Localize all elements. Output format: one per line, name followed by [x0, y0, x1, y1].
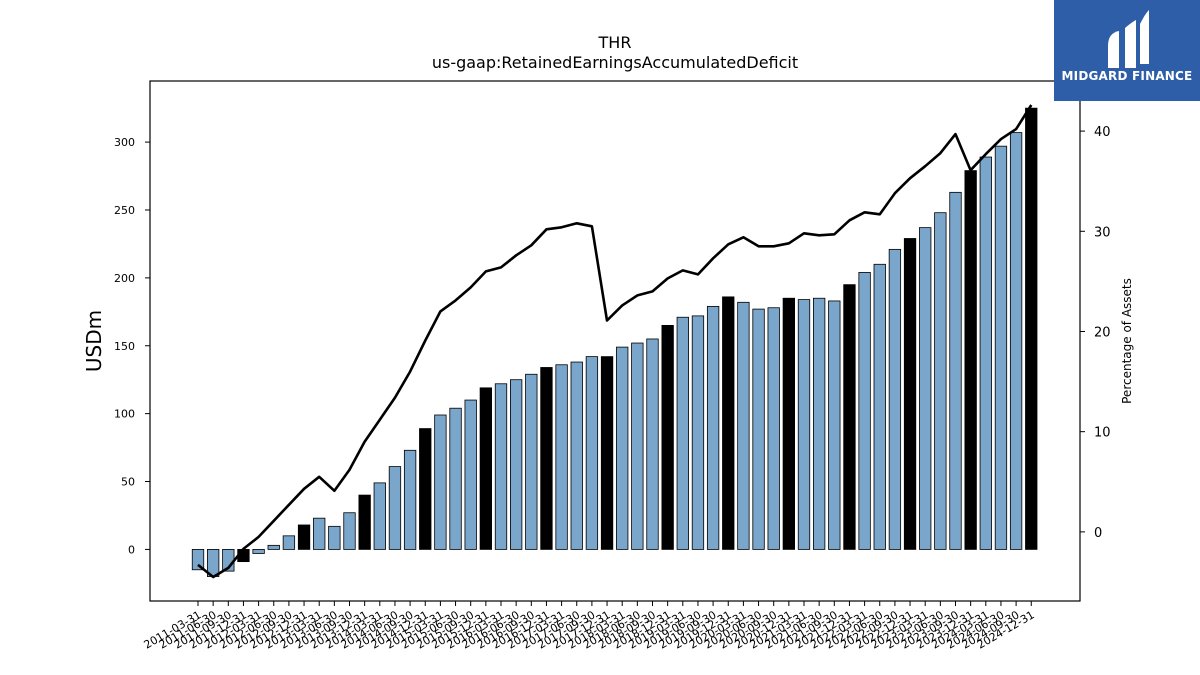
bar-2022-06-30 [873, 263, 886, 550]
y-right-tick-label: 0 [1094, 526, 1102, 541]
y-tick-label: 200 [114, 272, 135, 285]
y-right-tick-label: 20 [1094, 325, 1111, 340]
bar-2017-09-30 [585, 356, 599, 550]
plot-frame [149, 80, 1081, 602]
bar-2021-09-30 [828, 300, 841, 550]
bar-2016-12-31 [540, 367, 553, 550]
bar-2014-12-31 [419, 428, 432, 550]
bar-2018-09-30 [646, 338, 659, 550]
bar-2017-12-31 [600, 356, 614, 550]
bar-2024-09-30 [1009, 132, 1023, 550]
bar-2015-09-30 [464, 399, 477, 550]
bar-2016-09-30 [525, 373, 538, 550]
y-right-tick-label: 30 [1094, 225, 1111, 240]
bar-2018-12-31 [661, 324, 674, 550]
midgard-logo-icon [1108, 10, 1149, 68]
bar-2021-03-31 [797, 299, 811, 550]
bar-2012-06-30 [267, 544, 280, 550]
bar-2013-03-31 [313, 517, 326, 550]
bar-2024-12-31 [1025, 107, 1038, 550]
y-tick-label: 50 [121, 476, 135, 489]
y-axis-label: USDm [82, 310, 106, 372]
bar-2014-03-31 [373, 482, 386, 550]
bar-2016-06-30 [509, 379, 523, 550]
y-axis-right-label: Percentage of Assets [1120, 278, 1134, 404]
bar-2019-09-30 [706, 305, 720, 550]
brand-name: MIDGARD FINANCE [1061, 69, 1193, 83]
bar-2017-03-31 [555, 364, 568, 550]
bar-2022-03-31 [858, 272, 871, 550]
bar-2019-03-31 [676, 316, 689, 550]
y-right-tick-label: 40 [1094, 125, 1111, 140]
bar-series [191, 107, 1038, 577]
bar-2011-03-31 [191, 549, 205, 571]
bar-2018-06-30 [631, 342, 644, 550]
bar-2012-09-30 [282, 535, 296, 550]
bar-2024-06-30 [994, 145, 1008, 550]
bar-2012-12-31 [297, 524, 311, 550]
y-right-tick-label: 10 [1094, 426, 1111, 441]
y-tick-label: 100 [114, 408, 135, 421]
y-tick-label: 250 [114, 204, 135, 217]
bar-2020-03-31 [737, 301, 750, 550]
bar-2017-06-30 [570, 361, 583, 550]
y-axis-left: 0 50 100 150 200 250 300 [114, 136, 150, 556]
bar-2019-06-30 [691, 315, 705, 550]
y-tick-label: 0 [128, 543, 135, 556]
bar-2021-06-30 [813, 297, 826, 550]
bar-2020-06-30 [752, 308, 765, 550]
chart-title: THR [598, 33, 632, 52]
bar-2013-06-30 [328, 525, 341, 550]
bar-2023-06-30 [934, 212, 947, 550]
bar-2020-09-30 [767, 307, 780, 550]
bar-2014-09-30 [403, 449, 417, 550]
bar-2015-12-31 [479, 387, 493, 550]
bar-2014-06-30 [388, 466, 402, 550]
bar-2013-09-30 [343, 512, 356, 550]
chart-subtitle: us-gaap:RetainedEarningsAccumulatedDefic… [432, 53, 798, 72]
bar-2022-12-31 [903, 238, 917, 550]
bar-2016-03-31 [494, 383, 508, 550]
bar-2021-12-31 [843, 284, 856, 550]
percentage-line [197, 104, 1033, 579]
bar-2013-12-31 [358, 494, 371, 550]
x-axis: 2011-03-312011-06-302011-09-302011-12-31… [142, 601, 1037, 652]
bar-2019-12-31 [722, 296, 735, 550]
brand-logo: MIDGARD FINANCE [1054, 0, 1200, 101]
y-tick-label: 300 [114, 136, 135, 149]
y-axis-right: 0 10 20 30 40 [1080, 125, 1111, 541]
bar-2015-06-30 [449, 407, 462, 550]
bar-2015-03-31 [434, 414, 447, 550]
bar-2012-03-31 [252, 549, 265, 554]
bar-2023-12-31 [964, 170, 977, 550]
bar-2018-03-31 [616, 346, 629, 550]
bar-2024-03-31 [979, 156, 992, 550]
percentage-line-series [197, 104, 1033, 579]
bar-2020-12-31 [782, 297, 795, 550]
bar-2022-09-30 [888, 248, 902, 550]
y-tick-label: 150 [114, 340, 135, 353]
bar-2023-03-31 [919, 227, 932, 550]
bar-2023-09-30 [949, 191, 962, 550]
